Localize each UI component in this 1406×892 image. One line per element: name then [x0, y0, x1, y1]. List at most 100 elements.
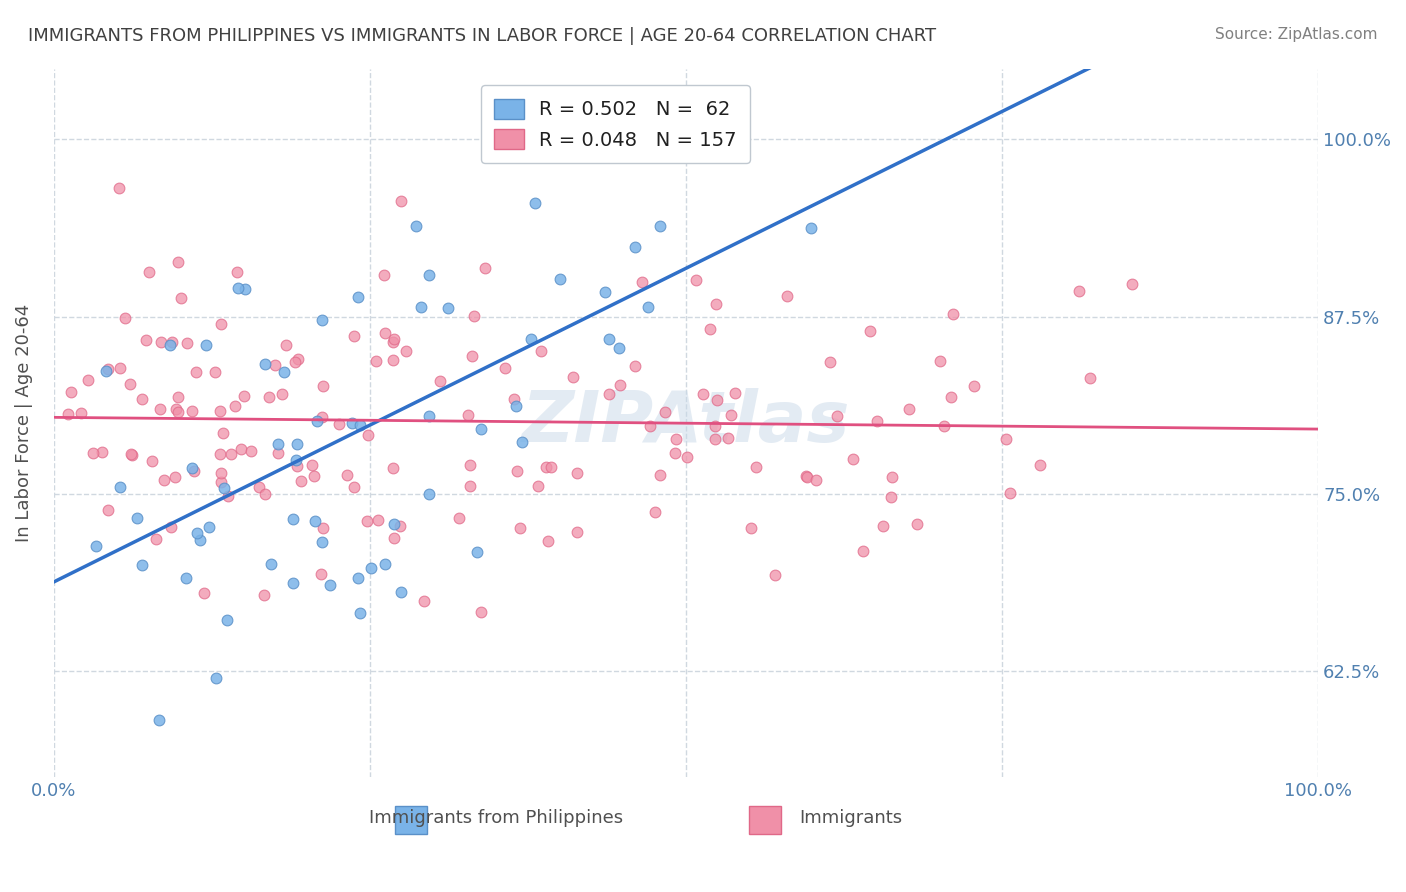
- Immigrants from Philippines: [84, 539, 107, 553]
- Immigrants: [534, 459, 557, 474]
- Immigrants: [56, 407, 79, 421]
- Immigrants: [631, 275, 654, 289]
- Immigrants from Philippines: [254, 357, 277, 371]
- Immigrants: [565, 467, 588, 481]
- Immigrants: [267, 446, 290, 460]
- Immigrants from Philippines: [233, 282, 256, 296]
- Immigrants: [328, 417, 350, 432]
- Immigrants: [506, 464, 529, 478]
- Immigrants from Philippines: [607, 341, 630, 355]
- Immigrants from Philippines: [637, 300, 659, 314]
- Immigrants: [745, 460, 768, 475]
- Y-axis label: In Labor Force | Age 20-64: In Labor Force | Age 20-64: [15, 304, 32, 542]
- Immigrants from Philippines: [405, 219, 427, 233]
- Immigrants: [209, 447, 232, 461]
- Immigrants: [219, 447, 242, 461]
- Immigrants from Philippines: [94, 364, 117, 378]
- Immigrants: [939, 390, 962, 404]
- Immigrants: [685, 273, 707, 287]
- Immigrants from Philippines: [217, 613, 239, 627]
- Immigrants: [963, 379, 986, 393]
- Immigrants: [503, 392, 526, 407]
- Immigrants: [184, 365, 207, 379]
- Text: Immigrants: Immigrants: [799, 809, 901, 827]
- Immigrants: [381, 353, 404, 368]
- Immigrants: [97, 362, 120, 376]
- Immigrants: [648, 468, 671, 483]
- Immigrants: [880, 491, 903, 505]
- Immigrants: [209, 466, 232, 480]
- Immigrants: [776, 289, 799, 303]
- Immigrants: [357, 428, 380, 442]
- Immigrants: [366, 513, 388, 527]
- FancyBboxPatch shape: [749, 805, 780, 834]
- Immigrants: [97, 503, 120, 517]
- Immigrants: [530, 344, 553, 359]
- Immigrants: [825, 409, 848, 423]
- Immigrants: [209, 317, 232, 331]
- Immigrants: [342, 480, 364, 494]
- Immigrants: [193, 586, 215, 600]
- Immigrants: [114, 311, 136, 326]
- Immigrants: [474, 260, 496, 275]
- Immigrants from Philippines: [267, 437, 290, 451]
- Immigrants: [929, 354, 952, 368]
- Immigrants from Philippines: [131, 558, 153, 572]
- Immigrants: [240, 444, 263, 458]
- Immigrants from Philippines: [281, 512, 304, 526]
- Immigrants: [394, 344, 416, 359]
- Immigrants from Philippines: [195, 338, 218, 352]
- Immigrants from Philippines: [212, 481, 235, 495]
- Immigrants from Philippines: [418, 487, 440, 501]
- Immigrants: [382, 531, 405, 545]
- Immigrants: [537, 533, 560, 548]
- Immigrants: [509, 521, 531, 535]
- Immigrants: [253, 486, 276, 500]
- Immigrants: [232, 389, 254, 403]
- Immigrants: [364, 354, 387, 368]
- Immigrants: [59, 385, 82, 400]
- Text: IMMIGRANTS FROM PHILIPPINES VS IMMIGRANTS IN LABOR FORCE | AGE 20-64 CORRELATION: IMMIGRANTS FROM PHILIPPINES VS IMMIGRANT…: [28, 27, 936, 45]
- Immigrants from Philippines: [437, 301, 460, 315]
- Immigrants: [872, 519, 894, 533]
- Immigrants: [412, 594, 434, 608]
- Immigrants from Philippines: [374, 558, 396, 572]
- Immigrants from Philippines: [204, 671, 226, 685]
- Immigrants: [312, 521, 335, 535]
- Immigrants from Philippines: [110, 480, 132, 494]
- Immigrants: [381, 335, 404, 350]
- Immigrants: [638, 418, 661, 433]
- Immigrants: [141, 453, 163, 467]
- Immigrants from Philippines: [360, 561, 382, 575]
- Immigrants: [699, 322, 721, 336]
- Immigrants from Philippines: [467, 545, 489, 559]
- Immigrants from Philippines: [311, 313, 333, 327]
- Immigrants: [149, 401, 172, 416]
- Immigrants: [181, 404, 204, 418]
- Immigrants: [540, 459, 562, 474]
- Immigrants: [217, 489, 239, 503]
- Immigrants: [311, 567, 333, 582]
- Immigrants: [160, 334, 183, 349]
- Immigrants: [665, 432, 688, 446]
- Immigrants: [176, 335, 198, 350]
- Immigrants: [145, 532, 167, 546]
- Immigrants: [247, 480, 270, 494]
- Immigrants from Philippines: [281, 576, 304, 591]
- Immigrants: [654, 405, 676, 419]
- Immigrants: [1121, 277, 1143, 292]
- Immigrants: [287, 351, 309, 366]
- Immigrants: [167, 255, 190, 269]
- Immigrants: [120, 447, 142, 461]
- Immigrants from Philippines: [800, 220, 823, 235]
- Immigrants: [135, 333, 157, 347]
- Immigrants: [794, 469, 817, 483]
- Immigrants: [253, 588, 276, 602]
- Immigrants: [720, 409, 742, 423]
- Immigrants: [470, 605, 492, 619]
- Immigrants from Philippines: [546, 111, 568, 125]
- Immigrants: [165, 402, 187, 417]
- Immigrants: [274, 338, 297, 352]
- Immigrants: [804, 473, 827, 487]
- Immigrants: [209, 475, 232, 489]
